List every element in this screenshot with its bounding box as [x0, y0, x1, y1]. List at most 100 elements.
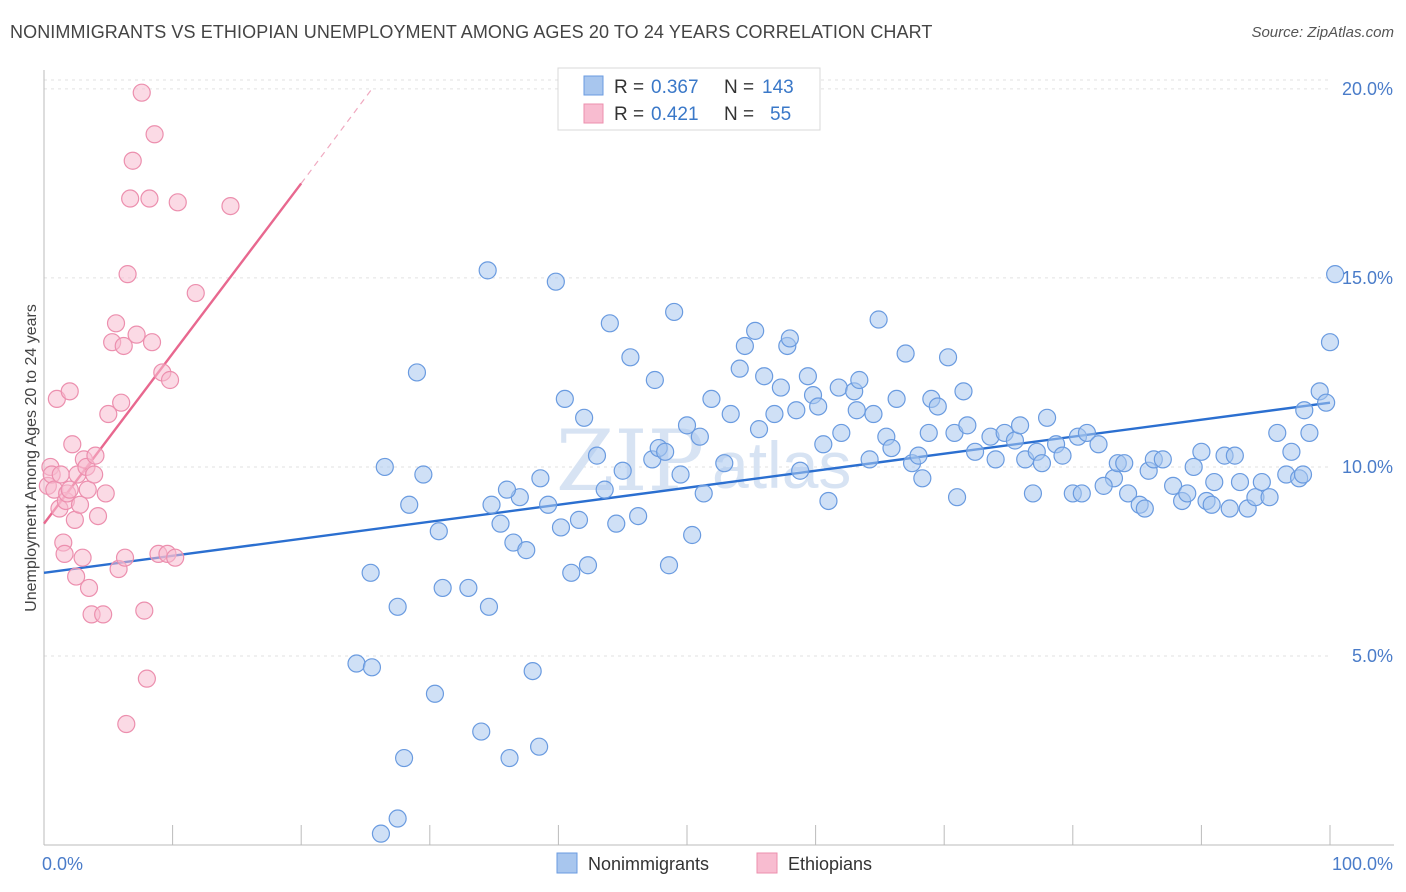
point-ethiopians-12 — [60, 480, 79, 499]
trend-line-nonimmigrants — [43, 401, 1331, 574]
point-nonimmigrants-63 — [832, 423, 851, 443]
source-credit: Source: ZipAtlas.com — [1251, 24, 1394, 41]
point-nonimmigrants-42 — [677, 416, 697, 435]
point-nonimmigrants-2 — [361, 563, 380, 582]
y-tick-label-3: 20.0% — [1342, 79, 1393, 99]
point-nonimmigrants-22 — [530, 737, 549, 756]
point-ethiopians-36 — [117, 714, 136, 734]
axes — [43, 70, 1394, 846]
point-nonimmigrants-44 — [690, 427, 709, 446]
point-nonimmigrants-10 — [425, 684, 445, 703]
series-legend-swatch-nonimmigrants — [556, 852, 578, 874]
point-nonimmigrants-82 — [965, 442, 985, 461]
point-nonimmigrants-67 — [860, 450, 879, 469]
point-nonimmigrants-112 — [1192, 442, 1211, 461]
point-nonimmigrants-4 — [362, 658, 382, 677]
point-nonimmigrants-7 — [394, 748, 414, 768]
point-nonimmigrants-75 — [913, 469, 932, 488]
point-ethiopians-31 — [106, 314, 126, 333]
point-ethiopians-29 — [99, 404, 118, 424]
point-ethiopians-35 — [115, 548, 135, 567]
point-ethiopians-52 — [168, 193, 187, 212]
point-nonimmigrants-101 — [1115, 454, 1134, 473]
point-nonimmigrants-62 — [829, 378, 848, 397]
point-nonimmigrants-143 — [656, 442, 675, 461]
point-ethiopians-25 — [86, 446, 105, 465]
point-nonimmigrants-98 — [1089, 435, 1108, 454]
point-nonimmigrants-43 — [683, 525, 702, 545]
point-nonimmigrants-71 — [887, 389, 906, 409]
point-nonimmigrants-9 — [414, 465, 433, 484]
point-nonimmigrants-84 — [986, 450, 1005, 469]
point-ethiopians-8 — [55, 544, 74, 564]
point-ethiopians-26 — [88, 506, 108, 526]
point-ethiopians-53 — [186, 283, 205, 303]
point-nonimmigrants-33 — [613, 461, 632, 480]
grid-lines — [44, 79, 1330, 657]
point-nonimmigrants-5 — [371, 824, 391, 843]
point-nonimmigrants-138 — [919, 423, 938, 443]
point-nonimmigrants-134 — [1293, 465, 1313, 484]
point-nonimmigrants-3 — [388, 597, 407, 616]
legend-n-value-1: 143 — [762, 77, 794, 98]
point-nonimmigrants-20 — [517, 541, 536, 560]
point-nonimmigrants-122 — [1260, 488, 1279, 507]
point-nonimmigrants-48 — [721, 404, 740, 424]
point-nonimmigrants-133 — [1202, 495, 1221, 514]
point-nonimmigrants-121 — [1252, 472, 1271, 492]
legend-n-value-2: 55 — [770, 104, 791, 125]
point-nonimmigrants-66 — [850, 370, 869, 390]
point-nonimmigrants-69 — [869, 310, 888, 329]
point-ethiopians-46 — [145, 125, 164, 144]
legend-swatch-ethiopians — [583, 103, 604, 124]
point-nonimmigrants-49 — [735, 336, 754, 356]
point-nonimmigrants-8 — [407, 363, 427, 382]
point-ethiopians-21 — [78, 480, 97, 499]
point-nonimmigrants-1 — [375, 457, 394, 477]
point-nonimmigrants-47 — [715, 454, 734, 473]
point-nonimmigrants-140 — [814, 435, 833, 454]
point-nonimmigrants-142 — [730, 359, 749, 378]
point-nonimmigrants-68 — [864, 404, 883, 424]
point-ethiopians-18 — [73, 548, 92, 567]
point-nonimmigrants-40 — [665, 302, 684, 322]
legend-n-label-1: N = — [724, 77, 754, 98]
point-nonimmigrants-96 — [1072, 484, 1091, 503]
legend: R = 0.367 N = 143 R = 0.421 N = 55 — [557, 67, 821, 131]
point-nonimmigrants-16 — [491, 514, 510, 533]
point-nonimmigrants-87 — [1010, 416, 1030, 435]
y-axis-label: Unemployment Among Ages 20 to 24 years — [23, 304, 40, 612]
point-nonimmigrants-114 — [1205, 472, 1224, 492]
point-ethiopians-42 — [135, 601, 154, 620]
point-ethiopians-43 — [137, 669, 156, 688]
point-nonimmigrants-39 — [659, 556, 679, 575]
point-nonimmigrants-61 — [819, 491, 838, 511]
point-nonimmigrants-74 — [909, 446, 928, 465]
point-nonimmigrants-27 — [562, 563, 581, 582]
point-nonimmigrants-149 — [429, 522, 448, 541]
point-nonimmigrants-58 — [798, 367, 817, 386]
point-nonimmigrants-97 — [1077, 423, 1097, 443]
point-ethiopians-17 — [70, 495, 90, 514]
point-nonimmigrants-23 — [531, 469, 550, 488]
point-ethiopians-54 — [221, 196, 240, 216]
point-ethiopians-38 — [121, 189, 140, 208]
point-ethiopians-6 — [51, 465, 70, 484]
point-nonimmigrants-137 — [947, 488, 967, 507]
point-nonimmigrants-78 — [938, 348, 958, 367]
point-nonimmigrants-131 — [1326, 265, 1345, 284]
point-nonimmigrants-11 — [433, 578, 452, 598]
point-nonimmigrants-126 — [1295, 401, 1314, 420]
point-ethiopians-50 — [160, 370, 180, 390]
point-ethiopians-51 — [166, 548, 185, 567]
point-ethiopians-41 — [132, 83, 151, 102]
point-nonimmigrants-29 — [578, 556, 598, 575]
point-nonimmigrants-37 — [645, 370, 664, 390]
point-nonimmigrants-41 — [671, 465, 690, 484]
x-tick-label-1: 100.0% — [1332, 854, 1393, 874]
point-nonimmigrants-57 — [787, 401, 806, 420]
point-nonimmigrants-136 — [1023, 484, 1043, 503]
series-legend: Nonimmigrants Ethiopians — [556, 852, 872, 874]
y-tick-label-2: 15.0% — [1342, 268, 1393, 288]
point-nonimmigrants-54 — [771, 378, 790, 397]
